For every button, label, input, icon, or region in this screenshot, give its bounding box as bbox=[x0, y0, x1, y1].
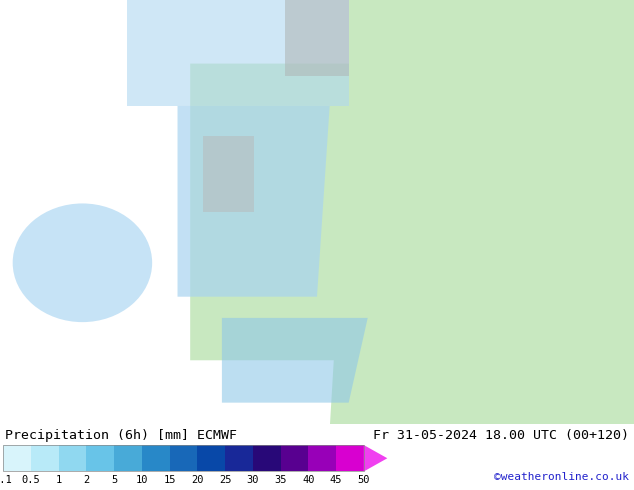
Text: Fr 31-05-2024 18.00 UTC (00+120): Fr 31-05-2024 18.00 UTC (00+120) bbox=[373, 429, 629, 442]
Text: 50: 50 bbox=[358, 475, 370, 486]
Text: 5: 5 bbox=[111, 475, 117, 486]
Text: 2: 2 bbox=[83, 475, 89, 486]
Bar bbox=[253, 445, 280, 471]
Text: 25: 25 bbox=[219, 475, 231, 486]
Bar bbox=[3, 445, 31, 471]
Text: 15: 15 bbox=[164, 475, 176, 486]
Polygon shape bbox=[364, 445, 387, 471]
Bar bbox=[142, 445, 170, 471]
Bar bbox=[308, 445, 336, 471]
Polygon shape bbox=[330, 0, 634, 424]
Bar bbox=[58, 445, 86, 471]
Bar bbox=[114, 445, 142, 471]
Polygon shape bbox=[285, 0, 349, 76]
Bar bbox=[280, 445, 308, 471]
Polygon shape bbox=[178, 106, 330, 297]
Text: 1: 1 bbox=[56, 475, 61, 486]
Text: 0.5: 0.5 bbox=[22, 475, 41, 486]
Text: 45: 45 bbox=[330, 475, 342, 486]
Text: 35: 35 bbox=[275, 475, 287, 486]
Text: 0.1: 0.1 bbox=[0, 475, 13, 486]
Text: 10: 10 bbox=[136, 475, 148, 486]
Bar bbox=[225, 445, 253, 471]
Bar bbox=[3, 445, 364, 471]
Text: ©weatheronline.co.uk: ©weatheronline.co.uk bbox=[494, 472, 629, 482]
Polygon shape bbox=[222, 318, 368, 403]
Text: Precipitation (6h) [mm] ECMWF: Precipitation (6h) [mm] ECMWF bbox=[5, 429, 237, 442]
Text: 40: 40 bbox=[302, 475, 314, 486]
Bar bbox=[336, 445, 364, 471]
Polygon shape bbox=[127, 0, 349, 106]
Bar bbox=[31, 445, 58, 471]
Polygon shape bbox=[190, 64, 368, 360]
Text: 30: 30 bbox=[247, 475, 259, 486]
Bar bbox=[197, 445, 225, 471]
Bar bbox=[169, 445, 197, 471]
Polygon shape bbox=[349, 0, 634, 424]
Bar bbox=[86, 445, 114, 471]
Text: 20: 20 bbox=[191, 475, 204, 486]
Polygon shape bbox=[203, 136, 254, 212]
Ellipse shape bbox=[13, 203, 152, 322]
